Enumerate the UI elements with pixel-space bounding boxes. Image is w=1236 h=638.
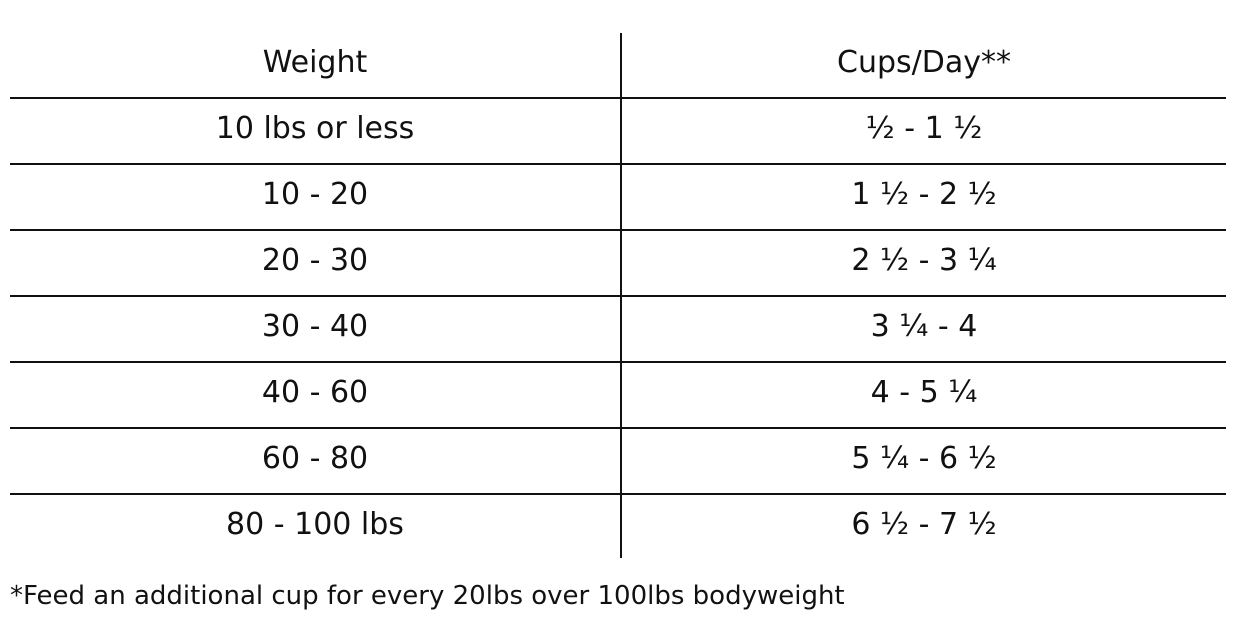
table-cell: 30 - 40 (261, 309, 369, 344)
table-cell: 3 ¼ - 4 (870, 309, 978, 344)
table-cell: 1 ½ - 2 ½ (851, 177, 997, 212)
table-cell: 80 - 100 lbs (226, 507, 404, 542)
row-divider (10, 361, 1226, 363)
row-divider (10, 295, 1226, 297)
row-divider (10, 229, 1226, 231)
table-cell: 10 - 20 (261, 177, 369, 212)
header-cell: Weight (262, 45, 368, 80)
table-cell: 20 - 30 (261, 243, 369, 278)
footnote: *Feed an additional cup for every 20lbs … (10, 581, 845, 611)
row-divider (10, 97, 1226, 99)
row-divider (10, 493, 1226, 495)
row-divider (10, 163, 1226, 165)
table-cell: 6 ½ - 7 ½ (851, 507, 997, 542)
table-cell: 10 lbs or less (215, 111, 415, 146)
table-cell: 2 ½ - 3 ¼ (851, 243, 997, 278)
header-cell: Cups/Day** (837, 45, 1011, 80)
row-divider (10, 427, 1226, 429)
table-cell: 60 - 80 (261, 441, 369, 476)
table-cell: ½ - 1 ½ (865, 111, 983, 146)
table-cell: 4 - 5 ¼ (870, 375, 978, 410)
table-cell: 40 - 60 (261, 375, 369, 410)
table-cell: 5 ¼ - 6 ½ (851, 441, 997, 476)
